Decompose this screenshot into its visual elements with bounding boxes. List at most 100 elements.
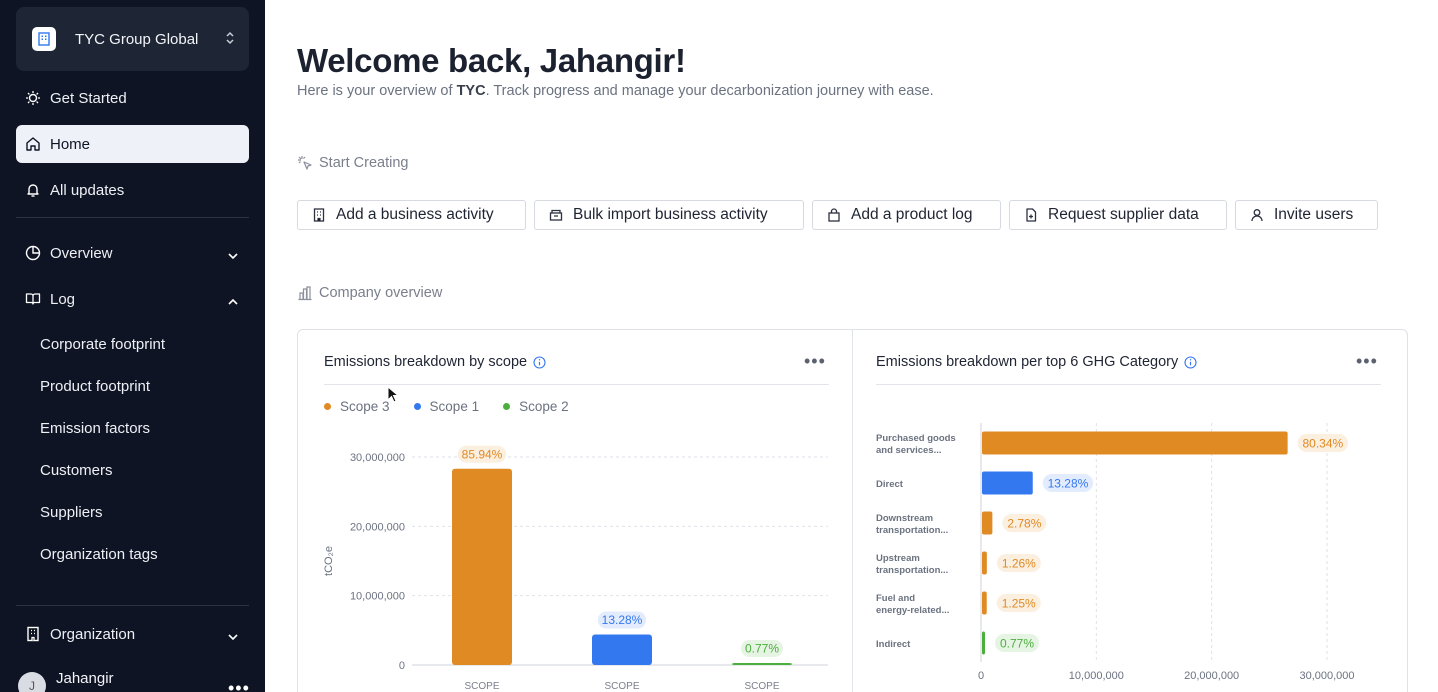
y-tick-label: Fuel and <box>876 593 915 604</box>
data-label-pill <box>741 640 783 657</box>
legend-label: Scope 1 <box>429 399 480 414</box>
bar <box>452 468 512 665</box>
add-business-activity-button[interactable]: Add a business activity <box>297 200 526 230</box>
org-switcher[interactable]: TYC Group Global <box>16 7 249 71</box>
card-title-text: Emissions breakdown by scope <box>324 354 528 370</box>
bar <box>982 471 1033 495</box>
y-tick-label: 0 <box>399 660 405 672</box>
bar <box>982 551 987 575</box>
x-tick-label: 0 <box>978 670 984 682</box>
y-tick-label: Purchased goods <box>876 433 956 444</box>
company-overview-heading: Company overview <box>297 285 442 301</box>
data-label-pill <box>1002 514 1047 532</box>
button-label: Invite users <box>1274 206 1354 223</box>
org-name: TYC Group Global <box>75 30 199 48</box>
sidebar-divider <box>16 605 249 606</box>
sidebar-item-organization[interactable]: Organization <box>16 615 249 653</box>
legend-item-scope3[interactable]: Scope 3 <box>324 399 390 414</box>
home-icon <box>24 135 42 153</box>
chevron-down-icon <box>227 247 239 264</box>
company-overview-panel <box>297 329 1408 692</box>
y-tick-label: and services... <box>876 445 941 456</box>
button-label: Request supplier data <box>1048 206 1199 223</box>
scope-bar-chart: 0 10,000,000 20,000,000 30,000,000 tCO₂e 85.9… <box>323 445 828 692</box>
card-title-text: Emissions breakdown per top 6 GHG Catego… <box>876 354 1179 370</box>
data-label-pill <box>996 554 1041 572</box>
sidebar-item-all-updates[interactable]: All updates <box>16 171 249 209</box>
page-subtitle: Here is your overview of TYC. Track prog… <box>297 83 934 99</box>
bulk-import-button[interactable]: Bulk import business activity <box>534 200 804 230</box>
section-label: Start Creating <box>319 155 409 171</box>
y-tick-label: 30,000,000 <box>350 452 405 464</box>
avatar[interactable]: J <box>18 672 46 692</box>
lightbulb-icon <box>24 89 42 107</box>
file-plus-icon <box>1024 208 1038 222</box>
invite-users-button[interactable]: Invite users <box>1235 200 1378 230</box>
data-label: 2.78% <box>1007 517 1041 531</box>
legend-dot <box>324 403 331 410</box>
bar <box>982 591 987 615</box>
x-tick-label: SCOPE <box>744 681 779 692</box>
sidebar-item-label: Get Started <box>50 89 127 107</box>
y-axis-label: tCO₂e <box>323 546 335 576</box>
add-product-log-button[interactable]: Add a product log <box>812 200 1001 230</box>
chevron-down-icon <box>227 628 239 645</box>
y-tick-label: 20,000,000 <box>350 521 405 533</box>
info-icon[interactable] <box>533 355 546 369</box>
sidebar-item-emission-factors[interactable]: Emission factors <box>40 420 151 437</box>
more-options-icon[interactable]: ••• <box>804 351 826 371</box>
building-icon <box>312 208 326 222</box>
y-tick-label: Direct <box>876 479 904 490</box>
request-supplier-data-button[interactable]: Request supplier data <box>1009 200 1227 230</box>
chevron-up-down-icon <box>225 31 235 50</box>
more-icon[interactable]: ••• <box>228 678 250 692</box>
bar-chart-icon <box>297 285 313 301</box>
y-tick-label: transportation... <box>876 525 948 536</box>
legend-item-scope1[interactable]: Scope 1 <box>413 399 480 414</box>
x-tick-label: 30,000,000 <box>1299 670 1354 682</box>
building-icon <box>24 625 42 643</box>
x-tick-label: 20,000,000 <box>1184 670 1239 682</box>
sidebar: TYC Group Global Get Started Home All up… <box>0 0 265 692</box>
card-divider <box>324 384 829 385</box>
data-label: 13.28% <box>602 613 643 627</box>
legend-dot <box>503 403 511 410</box>
y-tick-label: Indirect <box>876 639 911 650</box>
mouse-cursor-icon <box>387 386 399 403</box>
data-label-pill <box>1042 474 1094 492</box>
sidebar-item-suppliers[interactable]: Suppliers <box>40 504 103 521</box>
sidebar-item-home[interactable]: Home <box>16 125 249 163</box>
page-title: Welcome back, Jahangir! <box>297 42 686 79</box>
sidebar-item-customers[interactable]: Customers <box>40 462 113 479</box>
pie-chart-icon <box>24 244 42 262</box>
button-label: Bulk import business activity <box>573 206 768 223</box>
sidebar-item-overview[interactable]: Overview <box>16 234 249 272</box>
bell-icon <box>24 181 42 199</box>
legend-label: Scope 2 <box>519 399 569 414</box>
scope-legend: Scope 3 Scope 1 Scope 2 <box>324 399 593 414</box>
data-label: 1.25% <box>1002 597 1036 611</box>
legend-item-scope2[interactable]: Scope 2 <box>503 399 569 414</box>
sidebar-item-label: Organization <box>50 625 136 643</box>
subtitle-text: Here is your overview of <box>297 83 457 99</box>
panel-divider <box>852 330 853 692</box>
x-tick-label: SCOPE <box>464 681 499 692</box>
button-label: Add a business activity <box>336 206 494 223</box>
section-label: Company overview <box>319 285 443 301</box>
sidebar-item-organization-tags[interactable]: Organization tags <box>40 546 158 563</box>
data-label-pill <box>995 634 1039 652</box>
more-options-icon[interactable]: ••• <box>1356 351 1378 371</box>
data-label-pill <box>597 611 647 629</box>
sidebar-item-log[interactable]: Log <box>16 280 249 318</box>
sidebar-item-get-started[interactable]: Get Started <box>16 79 249 117</box>
bar <box>732 663 792 665</box>
data-label: 85.94% <box>462 447 503 461</box>
sidebar-item-corporate-footprint[interactable]: Corporate footprint <box>40 336 166 353</box>
book-icon <box>24 290 42 308</box>
data-label-pill <box>1297 434 1349 452</box>
sidebar-item-product-footprint[interactable]: Product footprint <box>40 378 151 395</box>
info-icon[interactable] <box>1184 355 1197 369</box>
data-label: 0.77% <box>1000 637 1034 651</box>
y-tick-label: transportation... <box>876 565 948 576</box>
sidebar-item-label: Overview <box>50 244 113 262</box>
